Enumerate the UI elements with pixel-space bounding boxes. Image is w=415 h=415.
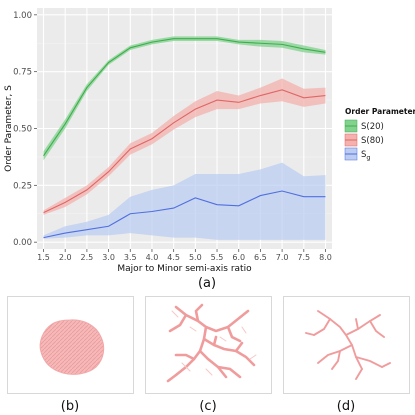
- x-tick-label: 7.0: [276, 253, 289, 262]
- cluster-image-round: [39, 319, 105, 375]
- panel-b: [7, 296, 134, 394]
- series-line-1: [43, 89, 326, 214]
- x-tick-label: 6.5: [254, 253, 267, 262]
- x-tick-label: 2.5: [81, 253, 94, 262]
- x-tick-label: 4.5: [167, 253, 180, 262]
- y-tick-label: 0.50: [13, 125, 32, 135]
- series-line-0: [43, 38, 326, 157]
- y-axis-label: Order Parameter, S: [4, 85, 14, 172]
- x-tick-label: 4.0: [146, 253, 159, 262]
- confidence-band-1: [43, 78, 326, 215]
- legend-label-1: S(80): [361, 136, 384, 146]
- x-tick-label: 7.5: [297, 253, 310, 262]
- panel-d: [283, 296, 410, 394]
- y-tick-label: 0.25: [13, 181, 32, 191]
- x-tick-label: 8.0: [319, 253, 332, 262]
- legend-title: Order Parameter: [345, 107, 415, 116]
- caption-c: (c): [199, 399, 217, 414]
- y-tick-label: 0.00: [13, 238, 32, 248]
- x-tick-label: 3.5: [124, 253, 137, 262]
- x-tick-label: 5.0: [189, 253, 202, 262]
- x-axis-label: Major to Minor semi-axis ratio: [117, 264, 252, 274]
- legend-label-2: Sg: [361, 150, 371, 162]
- confidence-band-2: [43, 162, 326, 240]
- y-tick-label: 0.75: [13, 68, 32, 78]
- legend-label-0: S(20): [361, 122, 384, 132]
- x-tick-label: 6.0: [232, 253, 245, 262]
- series-line-2: [43, 190, 326, 239]
- x-tick-label: 3.0: [102, 253, 115, 262]
- order-parameter-chart: 0.00 0.25 0.50 0.75 1.00 1.5 2.0 2.5 3.0 3.5 4.0 4.…: [4, 8, 415, 274]
- confidence-band-0: [43, 36, 326, 161]
- caption-d: (d): [336, 399, 356, 414]
- x-tick-label: 5.5: [211, 253, 224, 262]
- legend-label-subscript: g: [366, 154, 370, 162]
- x-tick-label: 2.0: [59, 253, 72, 262]
- x-tick-label: 1.5: [37, 253, 50, 262]
- cluster-image-branched: [166, 303, 257, 383]
- panel-c: [145, 296, 272, 394]
- y-tick-label: 1.00: [13, 11, 32, 21]
- cluster-image-sparse: [305, 310, 391, 380]
- caption-b: (b): [60, 399, 80, 414]
- caption-a: (a): [197, 276, 217, 291]
